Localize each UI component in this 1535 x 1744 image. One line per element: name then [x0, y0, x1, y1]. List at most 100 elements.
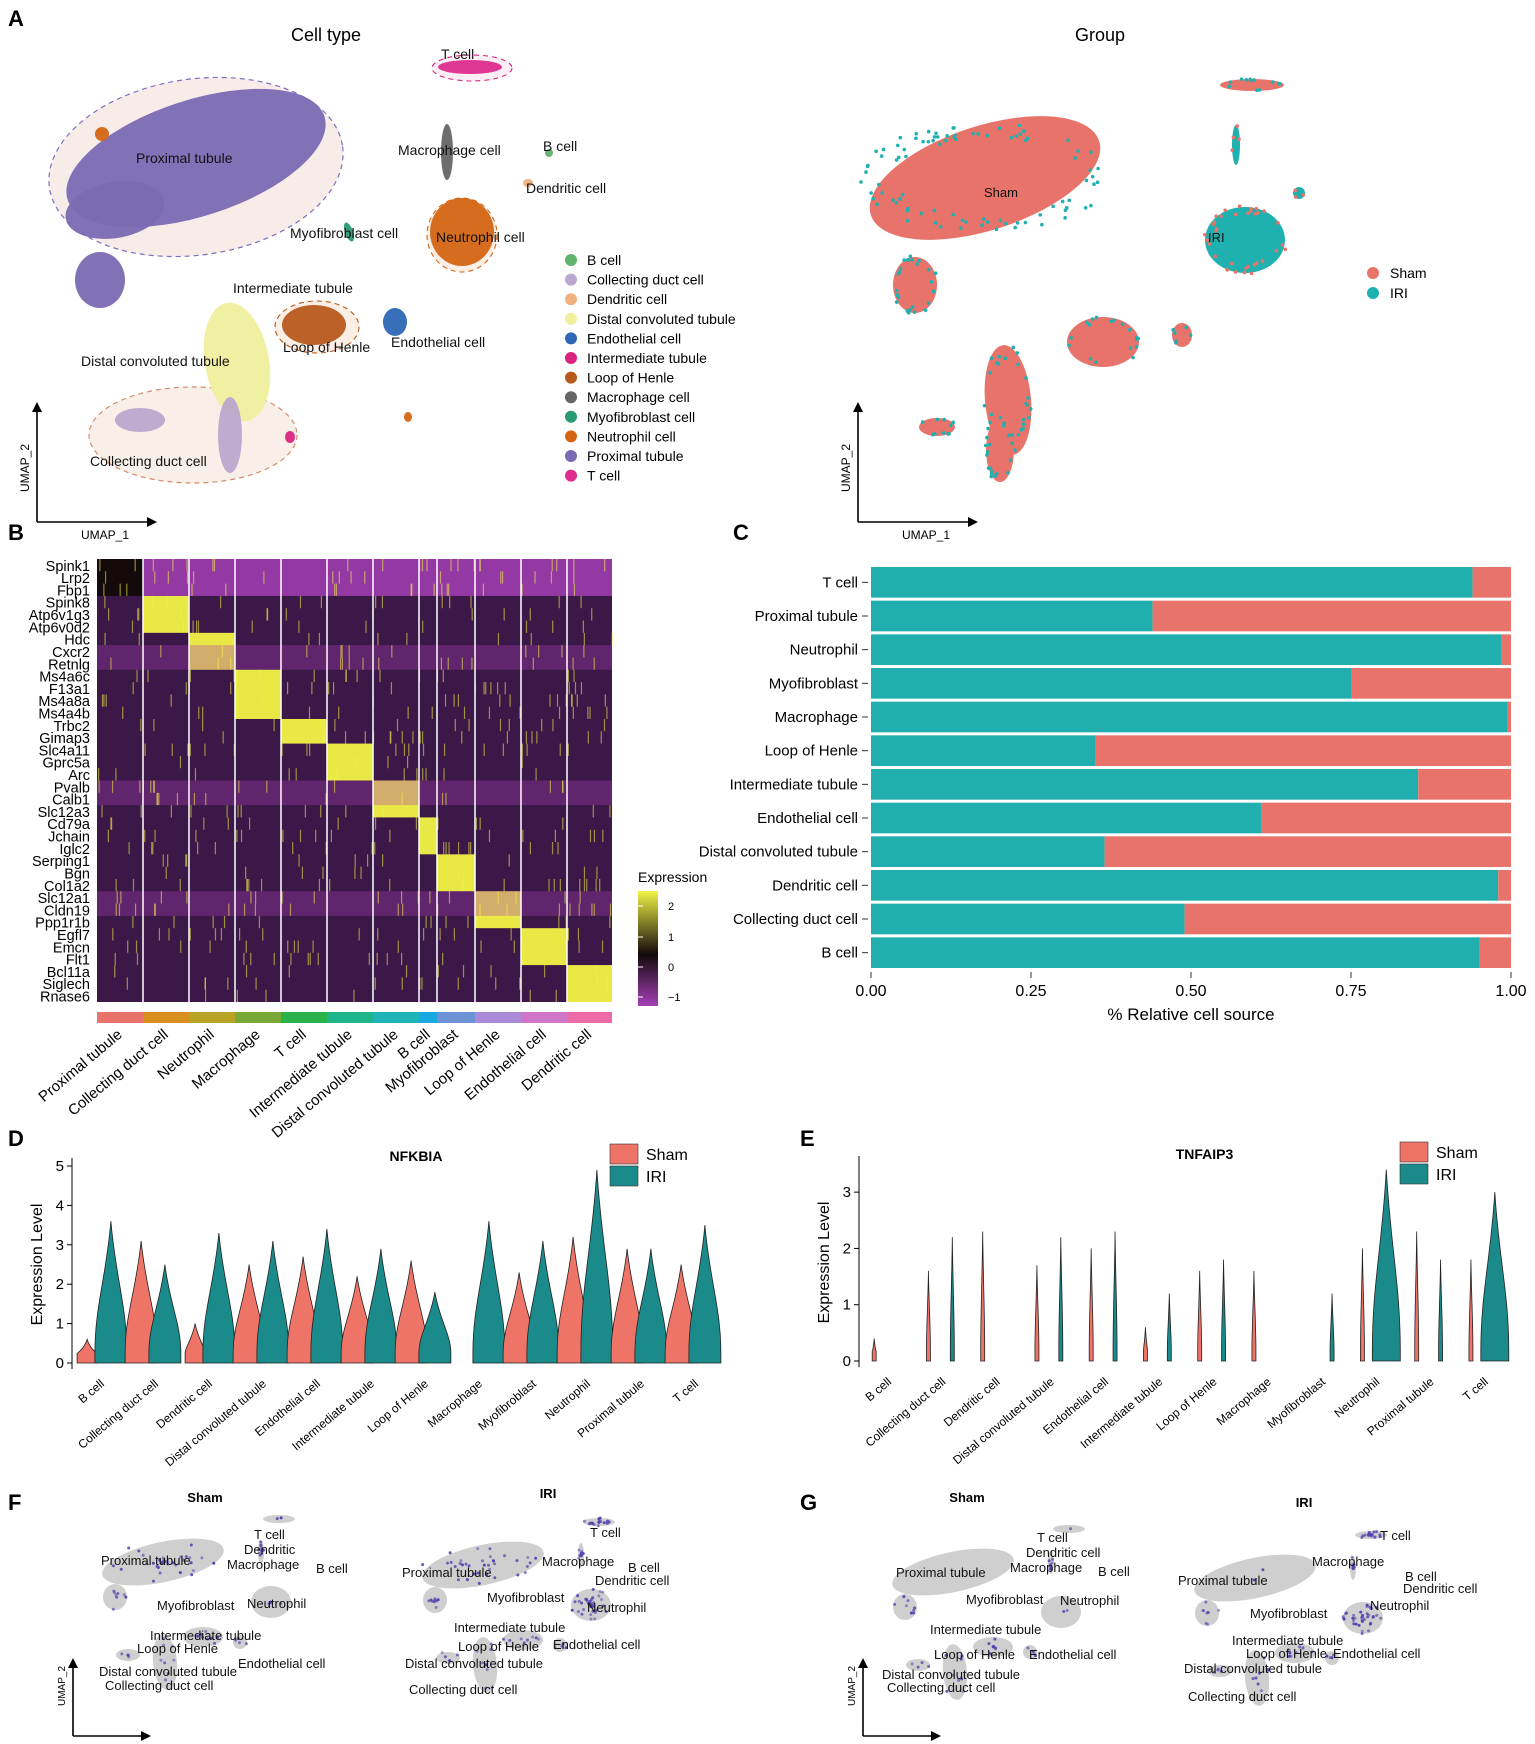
- group-sham-main-point: [864, 170, 868, 174]
- heatmap-tick: [479, 559, 481, 572]
- f-iri-neutrophil-point: [580, 1612, 584, 1616]
- heatmap-tick: [562, 817, 564, 830]
- f-left-t-cell: T cell: [254, 1527, 285, 1542]
- group-sham-main-point: [971, 131, 975, 136]
- heatmap-block-4: [281, 718, 327, 744]
- heatmap-tick: [273, 718, 275, 732]
- heatmap-tick: [412, 731, 414, 744]
- f-iri-endothelial: [553, 1638, 567, 1652]
- g-sham-macrophage-points: [1047, 1557, 1054, 1571]
- heatmap-tick: [237, 805, 239, 818]
- g-iri-loop-point: [1287, 1648, 1291, 1652]
- gene-label-siglech: Siglech: [42, 977, 90, 993]
- d-chart-legend-label-0: Sham: [646, 1147, 688, 1164]
- heatmap-tick: [170, 694, 172, 707]
- group-sham-left-point: [908, 307, 913, 312]
- e-chart-violin-iri-8: [1329, 1293, 1335, 1362]
- group-sham-small-point: [948, 423, 953, 428]
- group-sham-small-point: [935, 417, 940, 422]
- cluster-endothelial: [383, 308, 407, 336]
- f-iri-proximal-point: [453, 1565, 457, 1569]
- heatmap-tick: [332, 682, 335, 695]
- f-iri-neutrophil-point: [593, 1611, 597, 1615]
- group-iri-main-point: [1276, 221, 1280, 225]
- heatmap-tick: [471, 608, 473, 621]
- group-sham-main-point: [931, 138, 935, 143]
- group-sham-main-point: [1092, 182, 1096, 187]
- heatmap-tick: [536, 731, 538, 744]
- heatmap-tick: [417, 891, 419, 904]
- heatmap-tick: [525, 645, 527, 658]
- group-sham-mid-point: [1127, 327, 1132, 332]
- heatmap-tick: [526, 743, 528, 756]
- f-left-neutrophil: Neutrophil: [247, 1596, 306, 1611]
- c-x-axis-title: % Relative cell source: [1107, 1005, 1274, 1024]
- group-bar-10: [521, 1012, 567, 1023]
- heatmap-tick: [483, 743, 485, 756]
- f-iri-collecting-point: [440, 1651, 444, 1655]
- group-sham-bottom-point: [990, 469, 994, 474]
- heatmap-tick: [606, 977, 608, 990]
- d-chart-violin-iri-6: [418, 1292, 452, 1364]
- heatmap-tick: [383, 805, 385, 818]
- bar-sham-3: [1351, 668, 1511, 699]
- heatmap-tick: [468, 842, 470, 855]
- heatmap-tick: [298, 620, 300, 633]
- heatmap-tick: [328, 682, 330, 695]
- f-iri-macrophage-point: [577, 1548, 581, 1552]
- g-sham-macrophage-point: [1050, 1561, 1054, 1565]
- heatmap-tick: [299, 829, 302, 843]
- heatmap-tick: [604, 559, 606, 572]
- f-sham-proximal-point: [111, 1564, 115, 1568]
- group-sham-lower-point: [986, 426, 990, 431]
- heatmap-tick: [189, 928, 191, 941]
- heatmap-tick: [600, 731, 602, 744]
- group-sham-main-point: [866, 163, 870, 168]
- g-left-endothelial: Endothelial cell: [1029, 1647, 1117, 1662]
- heatmap-tick: [147, 669, 149, 683]
- heatmap-tick: [443, 743, 446, 756]
- heatmap-tick: [154, 829, 156, 843]
- heatmap-noise: [98, 559, 613, 1002]
- heatmap-tick: [170, 805, 172, 818]
- heatmap-tick: [499, 718, 502, 732]
- gene-label-gimap3: Gimap3: [39, 731, 90, 747]
- f-sham-proximal-point: [151, 1579, 155, 1583]
- heatmap-tick: [401, 731, 403, 744]
- f-iri-neutrophil-points: [570, 1587, 608, 1621]
- heatmap-tick: [220, 928, 223, 941]
- g-iri-tcell-point: [1368, 1533, 1372, 1537]
- heatmap-tick: [104, 632, 106, 646]
- heatmap-tick: [265, 989, 267, 1002]
- heatmap-tick: [499, 694, 501, 707]
- heatmap-tick: [104, 571, 107, 584]
- f-iri-proximal-tail-point: [436, 1598, 440, 1602]
- heatmap-tick: [320, 718, 322, 732]
- f-iri-neutrophil-point: [595, 1608, 599, 1612]
- group-bar-5: [327, 1012, 373, 1023]
- heatmap-tick: [132, 878, 135, 892]
- f-iri-tcell-point: [588, 1521, 592, 1525]
- c-category-label-0: T cell: [822, 574, 858, 591]
- g-iri-loop-point: [1288, 1651, 1292, 1655]
- panel-c-stacked-bars: T cell Proximal tubule Neutrophil Myofibrob…: [699, 567, 1527, 1024]
- g-sham-endothelial-point: [1026, 1646, 1030, 1650]
- heatmap-tick: [419, 977, 421, 990]
- g-iri-loop-point: [1301, 1646, 1305, 1650]
- heatmap-tick: [442, 669, 444, 683]
- e-chart-violin-iri-10: [1438, 1259, 1443, 1362]
- f-iri-proximal-point: [449, 1560, 453, 1564]
- heatmap-tick: [204, 977, 207, 990]
- g-right-neutrophil: Neutrophil: [1370, 1598, 1429, 1613]
- legend-dot-5: [565, 352, 577, 364]
- heatmap-tick: [273, 952, 275, 966]
- g-left-myofibroblast: Myofibroblast: [966, 1592, 1044, 1607]
- g-sham-distal-point: [952, 1673, 956, 1677]
- d-chart-violin-iri-10: [634, 1248, 668, 1364]
- heatmap-tick: [550, 571, 552, 584]
- g-right-macrophage: Macrophage: [1312, 1554, 1384, 1569]
- group-sham-lower-point: [988, 370, 992, 375]
- cluster-loop-of-henle: [282, 305, 346, 345]
- heatmap-tick: [344, 731, 347, 744]
- g-iri-endothelial-point: [1330, 1656, 1334, 1660]
